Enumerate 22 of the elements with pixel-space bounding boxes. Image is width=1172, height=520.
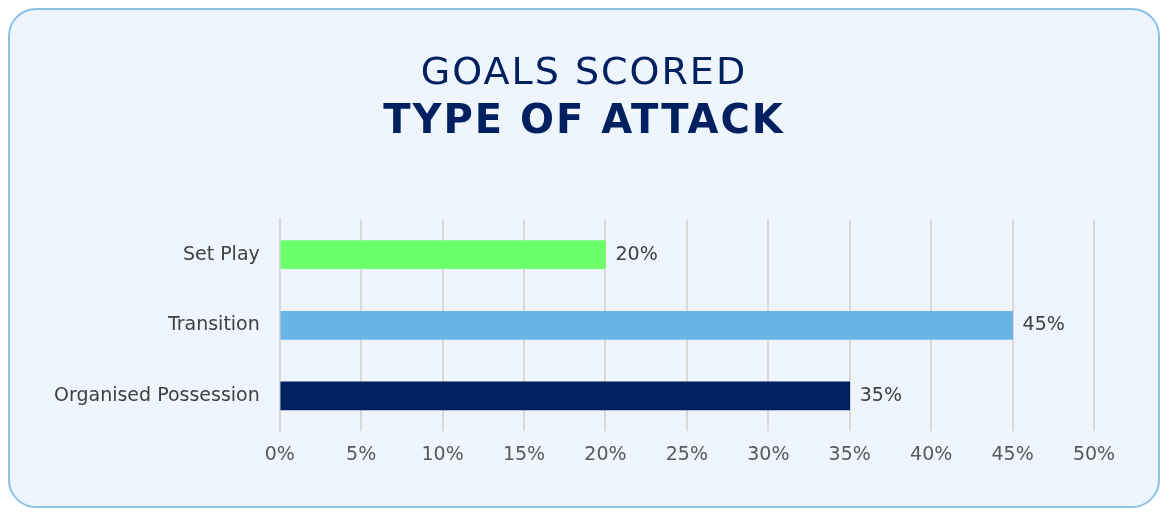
y-tick-label: Set Play <box>182 241 260 264</box>
x-tick-label: 15% <box>502 441 546 464</box>
x-tick-label: 0% <box>264 441 295 464</box>
bar <box>280 381 851 411</box>
x-tick-label: 20% <box>584 441 627 464</box>
data-label: 20% <box>615 241 658 264</box>
x-tick-label: 50% <box>1072 441 1116 464</box>
y-tick-label: Organised Possession <box>54 382 260 405</box>
x-tick-label: 40% <box>910 441 953 464</box>
chart-title: GOALS SCORED <box>419 48 749 94</box>
data-label: 35% <box>859 382 902 405</box>
chart-subtitle: TYPE OF ATTACK <box>382 95 786 144</box>
x-tick-label: 5% <box>346 441 377 464</box>
x-tick-label: 45% <box>991 441 1034 464</box>
data-label: 45% <box>1022 312 1065 335</box>
y-tick-label: Transition <box>166 312 260 335</box>
x-tick-label: 10% <box>421 441 464 464</box>
bar <box>280 240 606 270</box>
bar <box>280 310 1013 340</box>
x-tick-label: 30% <box>747 441 790 464</box>
x-tick-label: 25% <box>665 441 709 464</box>
x-tick-label: 35% <box>828 441 871 464</box>
